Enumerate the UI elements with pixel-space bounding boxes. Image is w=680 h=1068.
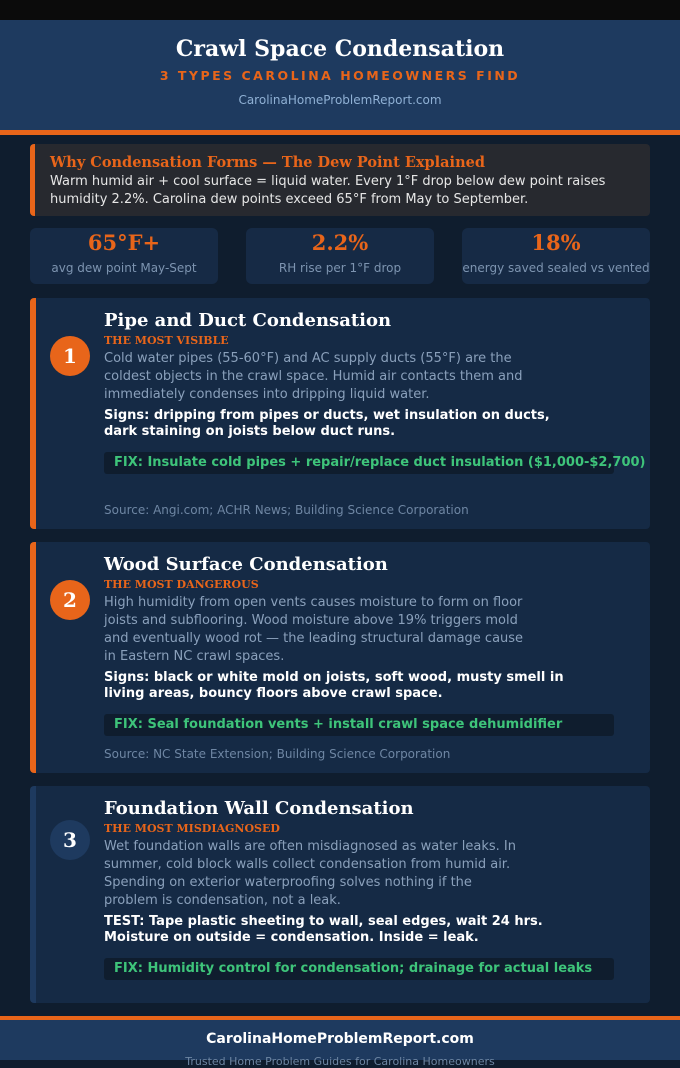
divider — [0, 1016, 680, 1020]
card-content: Wood Surface Condensation THE MOST DANGER… — [104, 554, 644, 736]
card-body: Wet foundation walls are often misdiagno… — [104, 839, 516, 908]
header: Crawl Space Condensation 3 TYPES CAROLIN… — [0, 20, 680, 130]
card-number: 2 — [50, 580, 90, 620]
subtitle: 3 TYPES CAROLINA HOMEOWNERS FIND — [159, 68, 521, 83]
stat-label: energy saved sealed vs vented — [462, 261, 650, 275]
card-source: Source: Angi.com; ACHR News; Building Sc… — [104, 503, 469, 517]
card-source: Source: NC State Extension; Building Sci… — [104, 747, 451, 761]
site: CarolinaHomeProblemReport.com — [238, 93, 442, 107]
card-fix: FIX: Humidity control for condensation; … — [104, 958, 614, 980]
card-number: 3 — [50, 820, 90, 860]
intro-text: Warm humid air + cool surface = liquid w… — [50, 174, 606, 207]
stat-value: 65°F+ — [87, 230, 161, 255]
card-number: 1 — [50, 336, 90, 376]
card: 3 Foundation Wall Condensation THE MOST MI… — [30, 786, 650, 1003]
intro-box: Why Condensation Forms — The Dew Point E… — [30, 144, 650, 216]
card-fix: FIX: Seal foundation vents + install cra… — [104, 714, 614, 736]
card: 2 Wood Surface Condensation THE MOST DANGE… — [30, 542, 650, 773]
card-body: High humidity from open vents causes moi… — [104, 595, 524, 664]
footer: CarolinaHomeProblemReport.com Trusted Ho… — [0, 1020, 680, 1068]
card-title: Wood Surface Condensation — [104, 554, 388, 575]
card-tag: THE MOST MISDIAGNOSED — [104, 822, 280, 835]
footer-site: CarolinaHomeProblemReport.com — [206, 1031, 474, 1047]
top-bar — [0, 0, 680, 20]
card-tag: THE MOST DANGEROUS — [104, 578, 259, 591]
stat-label: avg dew point May-Sept — [51, 261, 197, 275]
card-body: Cold water pipes (55-60°F) and AC supply… — [104, 351, 523, 402]
card-signs: TEST: Tape plastic sheeting to wall, sea… — [104, 914, 543, 945]
card-fix: FIX: Insulate cold pipes + repair/replac… — [104, 452, 646, 474]
title: Crawl Space Condensation — [175, 36, 505, 62]
card-content: Pipe and Duct Condensation THE MOST VISIB… — [104, 310, 646, 474]
card: 1 Pipe and Duct Condensation THE MOST VISI… — [30, 298, 650, 529]
stat-box: 65°F+ avg dew point May-Sept — [30, 228, 218, 284]
intro-heading: Why Condensation Forms — The Dew Point E… — [50, 154, 485, 171]
stat-box: 18% energy saved sealed vs vented — [462, 228, 650, 284]
card-title: Pipe and Duct Condensation — [104, 310, 392, 331]
stat-label: RH rise per 1°F drop — [278, 261, 402, 275]
stat-value: 2.2% — [311, 230, 369, 255]
card-title: Foundation Wall Condensation — [104, 798, 414, 819]
stat-value: 18% — [531, 230, 581, 255]
stat-box: 2.2% RH rise per 1°F drop — [246, 228, 434, 284]
divider — [0, 130, 680, 135]
footer-tagline: Trusted Home Problem Guides for Carolina… — [185, 1055, 495, 1068]
card-signs: Signs: dripping from pipes or ducts, wet… — [104, 408, 550, 439]
card-signs: Signs: black or white mold on joists, so… — [104, 670, 564, 701]
card-tag: THE MOST VISIBLE — [104, 334, 229, 347]
card-content: Foundation Wall Condensation THE MOST MIS… — [104, 798, 644, 980]
